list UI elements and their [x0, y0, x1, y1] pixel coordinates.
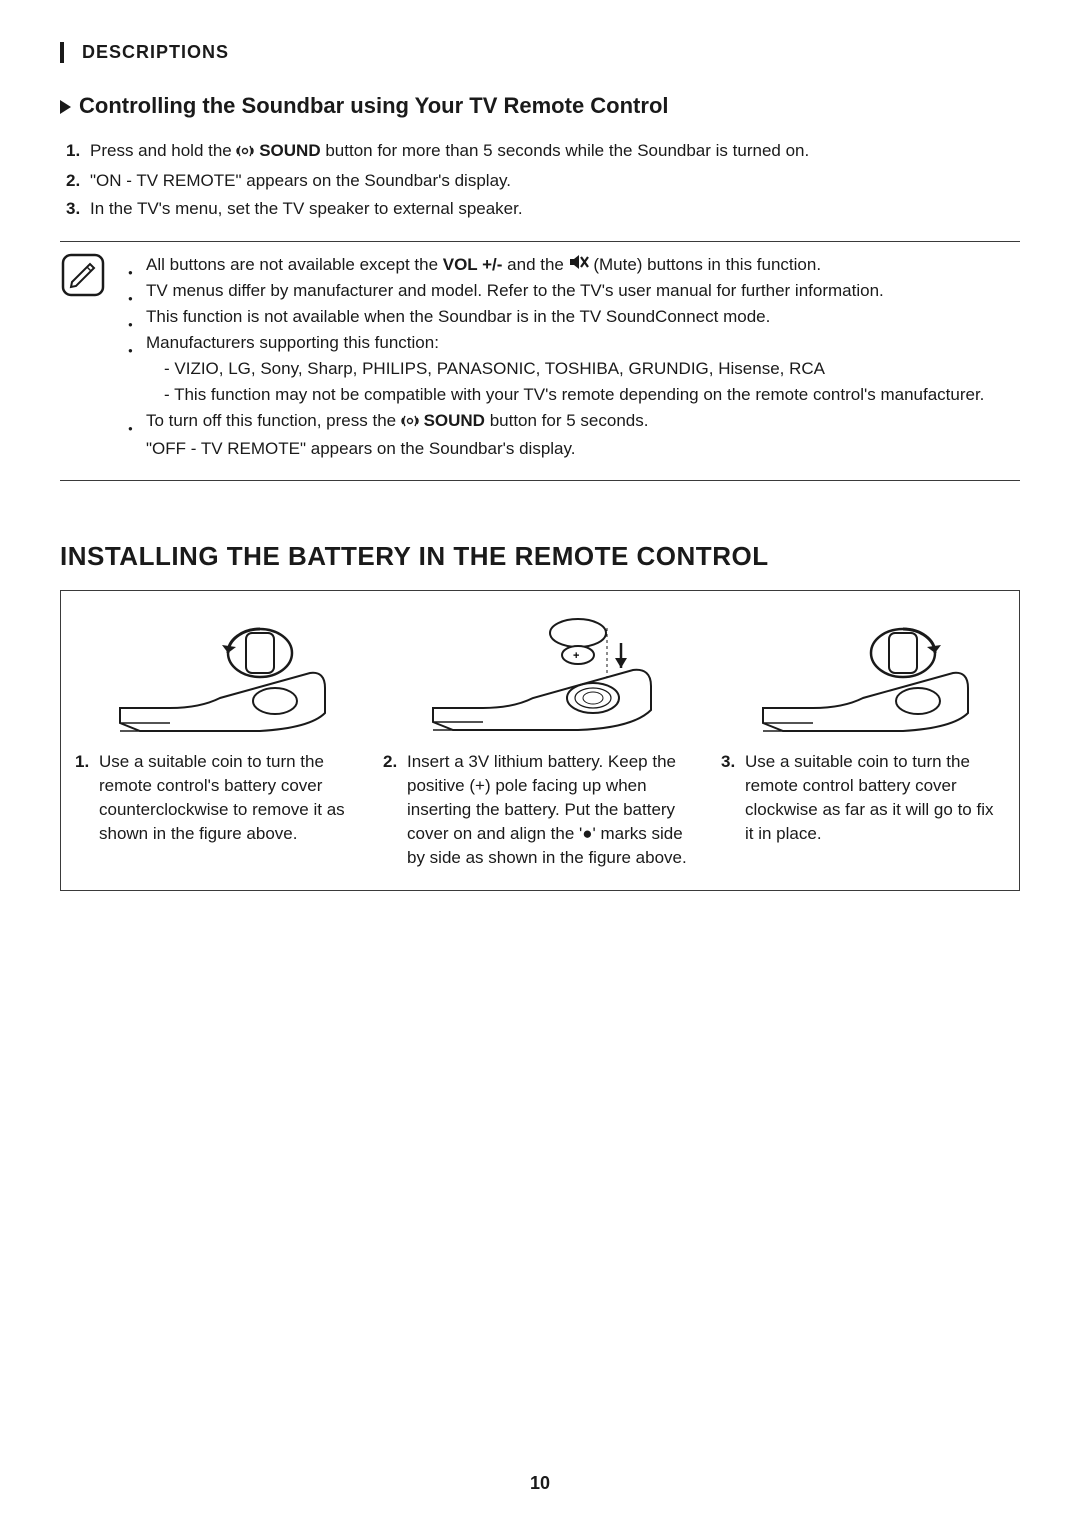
remote-diagram-insert-icon: +	[383, 605, 703, 750]
section-title: INSTALLING THE BATTERY IN THE REMOTE CON…	[60, 541, 1020, 572]
note-item: Manufacturers supporting this function: …	[128, 330, 1020, 408]
step-number: 3.	[721, 750, 735, 774]
remote-diagram-cw-icon	[721, 605, 1005, 750]
note-box: All buttons are not available except the…	[60, 241, 1020, 481]
note-text: button for 5 seconds.	[485, 411, 649, 430]
svg-text:+: +	[573, 650, 579, 662]
section-header: DESCRIPTIONS	[60, 42, 1020, 63]
step-number: 1.	[66, 137, 80, 165]
install-diagram-frame: 1. Use a suitable coin to turn the remot…	[60, 590, 1020, 891]
step-text-bold: SOUND	[259, 141, 320, 160]
note-text: (Mute) buttons in this function.	[589, 255, 821, 274]
step-body: Use a suitable coin to turn the remote c…	[99, 752, 345, 843]
note-sub: - VIZIO, LG, Sony, Sharp, PHILIPS, PANAS…	[146, 356, 1020, 382]
note-text: This function is not available when the …	[146, 307, 770, 326]
instruction-item: 2. "ON - TV REMOTE" appears on the Sound…	[66, 167, 1020, 195]
step-text-post: button for more than 5 seconds while the…	[321, 141, 810, 160]
note-text: All buttons are not available except the	[146, 255, 443, 274]
instruction-item: 1. Press and hold the SOUND button for m…	[66, 137, 1020, 167]
note-text: To turn off this function, press the	[146, 411, 401, 430]
subheading: Controlling the Soundbar using Your TV R…	[60, 93, 1020, 119]
install-step-text: 2. Insert a 3V lithium battery. Keep the…	[383, 750, 703, 870]
page-number: 10	[0, 1473, 1080, 1494]
sound-icon	[401, 410, 419, 436]
note-bold: VOL +/-	[443, 255, 503, 274]
step-text-pre: Press and hold the	[90, 141, 236, 160]
note-bold: SOUND	[424, 411, 485, 430]
step-text: In the TV's menu, set the TV speaker to …	[90, 199, 523, 218]
subheading-text: Controlling the Soundbar using Your TV R…	[79, 93, 669, 118]
install-step: 3. Use a suitable coin to turn the remot…	[721, 605, 1005, 870]
install-step: + 2. Insert a 3V lithium battery. Keep t…	[383, 605, 703, 870]
note-pencil-icon	[60, 252, 108, 462]
note-item: TV menus differ by manufacturer and mode…	[128, 278, 1020, 304]
instruction-item: 3. In the TV's menu, set the TV speaker …	[66, 195, 1020, 223]
note-text: TV menus differ by manufacturer and mode…	[146, 281, 884, 300]
note-text: Manufacturers supporting this function:	[146, 333, 439, 352]
note-list: All buttons are not available except the…	[128, 252, 1020, 462]
sound-icon	[236, 139, 254, 167]
install-step-text: 3. Use a suitable coin to turn the remot…	[721, 750, 1005, 846]
install-step-text: 1. Use a suitable coin to turn the remot…	[75, 750, 365, 846]
instruction-list: 1. Press and hold the SOUND button for m…	[60, 137, 1020, 223]
note-item: This function is not available when the …	[128, 304, 1020, 330]
step-number: 1.	[75, 750, 89, 774]
mute-icon	[569, 255, 589, 274]
note-item: All buttons are not available except the…	[128, 252, 1020, 278]
note-sub: "OFF - TV REMOTE" appears on the Soundba…	[146, 436, 1020, 462]
remote-diagram-ccw-icon	[75, 605, 365, 750]
note-sub: - This function may not be compatible wi…	[146, 382, 1020, 408]
step-text: "ON - TV REMOTE" appears on the Soundbar…	[90, 171, 511, 190]
step-number: 2.	[383, 750, 397, 774]
install-step: 1. Use a suitable coin to turn the remot…	[75, 605, 365, 870]
step-body: Use a suitable coin to turn the remote c…	[745, 752, 993, 843]
step-body: Insert a 3V lithium battery. Keep the po…	[407, 752, 687, 867]
step-number: 3.	[66, 195, 80, 223]
note-text: and the	[502, 255, 568, 274]
triangle-icon	[60, 100, 71, 114]
step-number: 2.	[66, 167, 80, 195]
note-item: To turn off this function, press the SOU…	[128, 408, 1020, 462]
